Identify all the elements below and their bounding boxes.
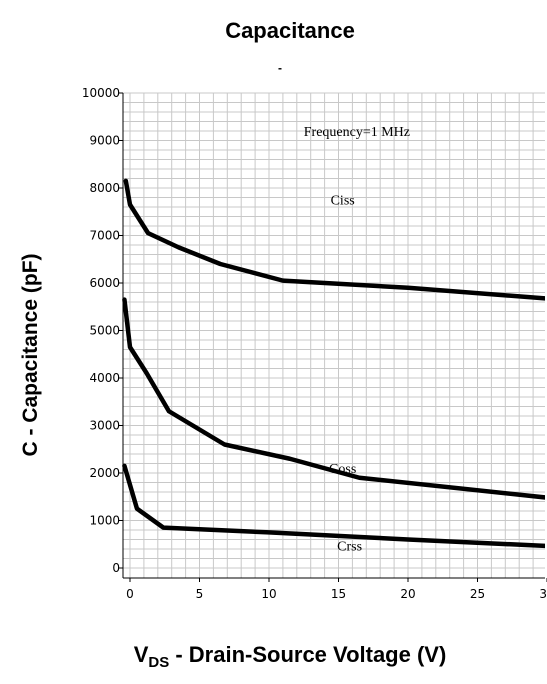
series-label-ciss: Ciss (331, 194, 355, 209)
y-tick-label: 1000 (89, 514, 120, 528)
series-lines (122, 178, 545, 549)
y-tick-label: 4000 (89, 371, 120, 385)
x-tick-label: 5 (196, 587, 204, 601)
series-label-crss: Crss (337, 539, 362, 554)
series-line-crss (122, 463, 545, 549)
y-tick-label: 3000 (89, 419, 120, 433)
x-tick-label: 30 (539, 587, 547, 601)
x-axis-label-sub: DS (148, 654, 169, 671)
series-labels: Ciss Coss Crss (329, 194, 362, 555)
y-tick-label: 5000 (89, 324, 120, 338)
y-tick-label: 8000 (89, 181, 120, 195)
x-tick-label: 20 (400, 587, 415, 601)
plot-frame (122, 92, 545, 579)
y-tick-label: 6000 (89, 276, 120, 290)
y-tick-labels: 0 1000 2000 3000 4000 5000 6000 7000 8000 9000 100… (82, 86, 123, 575)
series-line-coss (122, 297, 545, 500)
plot-area (123, 93, 545, 578)
chart-subtitle: - (278, 61, 282, 75)
y-tick-label: 9000 (89, 134, 120, 148)
chart-title: Capacitance (225, 18, 355, 43)
x-tick-labels: 0 5 10 15 20 25 30 (126, 578, 547, 601)
frequency-annotation: Frequency=1 MHz (304, 125, 410, 140)
y-tick-label: 7000 (89, 229, 120, 243)
series-line-ciss (123, 178, 545, 301)
x-axis-label: VDS - Drain-Source Voltage (V) (134, 642, 447, 671)
x-axis-label-rest: - Drain-Source Voltage (V) (169, 642, 446, 667)
x-tick-label: 0 (126, 587, 134, 601)
y-tick-label: 0 (112, 561, 120, 575)
series-label-coss: Coss (329, 462, 356, 477)
y-tick-label: 10000 (82, 86, 120, 100)
x-tick-label: 10 (261, 587, 276, 601)
x-tick-label: 25 (470, 587, 485, 601)
x-axis-label-v: V (134, 642, 149, 667)
x-tick-label: 15 (331, 587, 346, 601)
y-tick-label: 2000 (89, 466, 120, 480)
y-axis-label: C - Capacitance (pF) (19, 253, 42, 456)
